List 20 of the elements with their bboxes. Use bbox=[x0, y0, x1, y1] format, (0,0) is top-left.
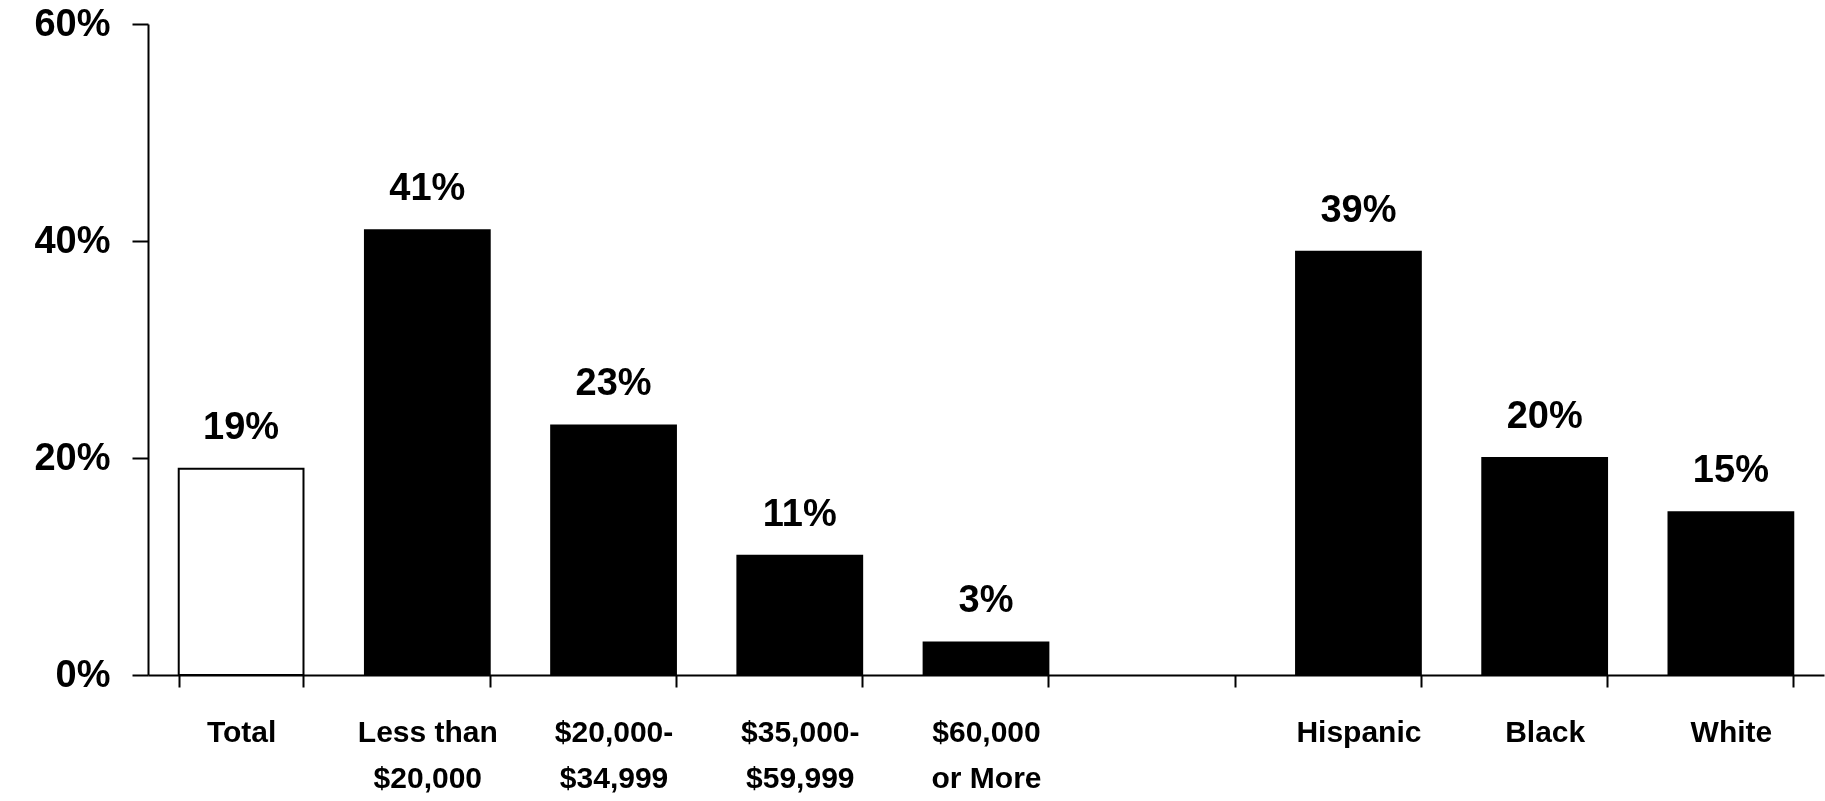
y-tick-label: 20% bbox=[34, 435, 111, 478]
y-tick-label: 60% bbox=[34, 1, 111, 44]
x-tick-label: $20,000-$34,999 bbox=[554, 714, 674, 794]
x-tick-label: $60,000 or More bbox=[931, 714, 1042, 794]
x-tick-label: $35,000-$59,999 bbox=[741, 714, 860, 794]
x-tick-label: Total bbox=[206, 714, 277, 748]
data-label: 41% bbox=[389, 166, 466, 209]
x-tick-label: Hispanic bbox=[1296, 714, 1422, 748]
data-label: 15% bbox=[1692, 448, 1769, 491]
data-label: 20% bbox=[1506, 394, 1583, 436]
x-tick-label: Black bbox=[1505, 714, 1586, 748]
data-label: 3% bbox=[958, 578, 1014, 621]
x-tick-label: Less than $20,000 bbox=[357, 714, 498, 794]
y-tick-label: 0% bbox=[55, 652, 111, 695]
data-label: 11% bbox=[762, 491, 837, 534]
x-tick-label: White bbox=[1690, 714, 1773, 748]
y-tick-label: 40% bbox=[34, 218, 111, 261]
data-label: 23% bbox=[575, 361, 652, 404]
data-label: 39% bbox=[1320, 187, 1397, 230]
data-label: 19% bbox=[203, 404, 280, 447]
